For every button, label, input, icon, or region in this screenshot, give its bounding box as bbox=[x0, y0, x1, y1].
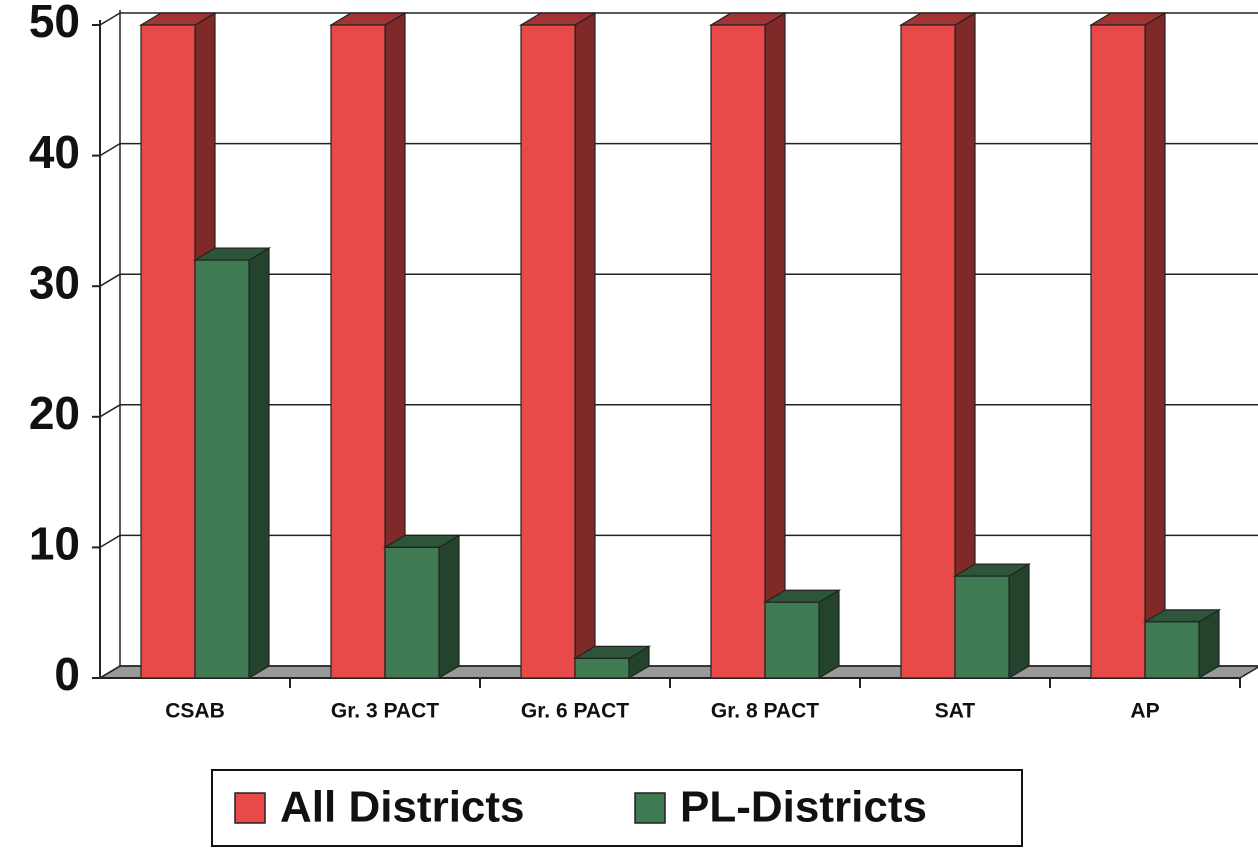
floor bbox=[97, 665, 1258, 679]
legend-box bbox=[211, 769, 1023, 847]
y-tick-label: 20 bbox=[29, 387, 80, 439]
y-tick-label: 30 bbox=[29, 256, 80, 308]
bar bbox=[330, 24, 386, 679]
bar bbox=[194, 259, 250, 679]
bar-side bbox=[438, 534, 460, 680]
bar-side bbox=[1144, 11, 1166, 680]
grid-line bbox=[99, 142, 121, 157]
bar-group bbox=[952, 563, 1032, 680]
bar-side bbox=[764, 11, 786, 680]
bar-group bbox=[382, 534, 462, 680]
bar bbox=[900, 24, 956, 679]
bar-group bbox=[192, 247, 272, 680]
grid-line bbox=[99, 534, 121, 549]
bar bbox=[384, 546, 440, 679]
x-tick-label: CSAB bbox=[165, 700, 225, 723]
bar bbox=[710, 24, 766, 679]
x-tick-label: AP bbox=[1130, 700, 1159, 723]
bar-group bbox=[898, 11, 978, 680]
bar bbox=[140, 24, 196, 679]
y-tick-label: 40 bbox=[29, 126, 80, 178]
grid-line bbox=[99, 273, 121, 287]
bar-side bbox=[248, 247, 270, 680]
legend-swatch bbox=[234, 792, 266, 824]
grid-line bbox=[99, 404, 121, 418]
bar bbox=[574, 657, 630, 679]
grid-line bbox=[99, 665, 121, 679]
x-tick-label: SAT bbox=[935, 700, 976, 723]
bar bbox=[764, 601, 820, 679]
x-tick-label: Gr. 3 PACT bbox=[331, 700, 439, 723]
bar bbox=[1090, 24, 1146, 679]
bar bbox=[1144, 621, 1200, 679]
bar-group bbox=[1142, 608, 1222, 680]
x-tick-label: Gr. 8 PACT bbox=[711, 700, 819, 723]
legend-label: PL-Districts bbox=[680, 783, 927, 832]
bar-group bbox=[708, 11, 788, 680]
bar-side bbox=[818, 589, 840, 680]
bar-group bbox=[572, 645, 652, 680]
legend-label: All Districts bbox=[280, 783, 525, 832]
y-tick-label: 50 bbox=[29, 0, 80, 47]
bar-side bbox=[1008, 563, 1030, 680]
bar-group bbox=[518, 11, 598, 680]
legend-swatch bbox=[634, 792, 666, 824]
bar-group bbox=[762, 589, 842, 680]
bar bbox=[520, 24, 576, 679]
bar-group bbox=[328, 11, 408, 680]
y-tick-label: 10 bbox=[29, 518, 80, 570]
bar-group bbox=[1088, 11, 1168, 680]
bar-side bbox=[574, 11, 596, 680]
y-tick-label: 0 bbox=[54, 648, 80, 700]
grid-line bbox=[99, 12, 121, 26]
x-tick-label: Gr. 6 PACT bbox=[521, 700, 629, 723]
bar bbox=[954, 575, 1010, 679]
